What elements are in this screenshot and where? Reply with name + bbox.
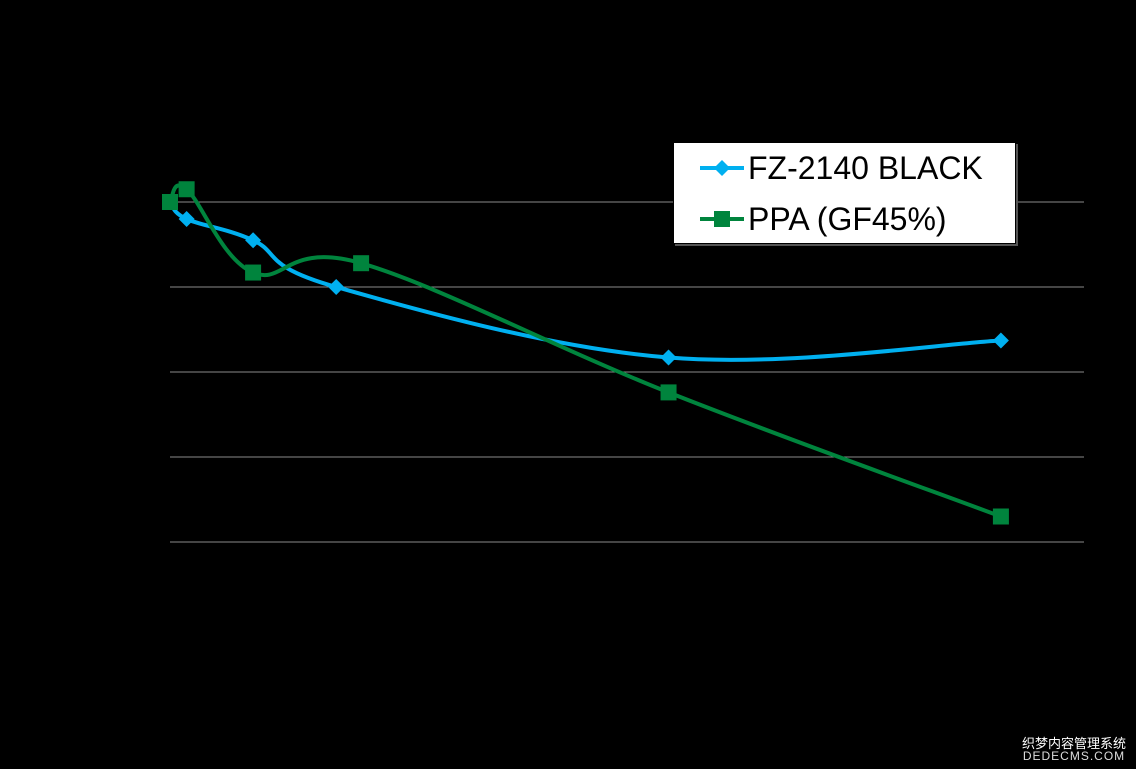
data-point-series-0-2 <box>245 232 262 249</box>
legend-item-ppa-gf45: PPA (GF45%) <box>698 199 947 239</box>
legend-label: FZ-2140 BLACK <box>748 149 983 186</box>
data-point-series-1-2 <box>245 264 262 281</box>
legend: FZ-2140 BLACK PPA (GF45%) <box>673 142 1016 244</box>
data-point-series-0-4 <box>660 349 677 366</box>
data-point-series-0-1 <box>178 211 195 227</box>
gridlines <box>170 201 1084 543</box>
series-line-0 <box>168 200 1002 362</box>
series-line-1 <box>168 183 1002 519</box>
data-point-series-1-5 <box>992 508 1009 525</box>
data-point-series-1-1 <box>178 181 195 198</box>
legend-item-fz-2140-black: FZ-2140 BLACK <box>698 148 983 188</box>
watermark-cn: 织梦内容管理系统 <box>1021 735 1126 751</box>
watermark: 织梦内容管理系统 DEDECMS.COM <box>1022 737 1126 763</box>
legend-swatch-diamond-icon <box>700 160 744 176</box>
legend-swatch-square-icon <box>700 211 744 227</box>
data-point-series-0-5 <box>992 332 1009 349</box>
data-point-series-0-3 <box>328 279 345 295</box>
series-layer <box>162 181 1009 525</box>
data-point-series-1-3 <box>353 255 370 272</box>
data-point-series-1-4 <box>660 384 677 401</box>
legend-label: PPA (GF45%) <box>748 200 947 237</box>
watermark-en: DEDECMS.COM <box>1022 749 1126 764</box>
data-point-series-1-0 <box>162 194 178 210</box>
